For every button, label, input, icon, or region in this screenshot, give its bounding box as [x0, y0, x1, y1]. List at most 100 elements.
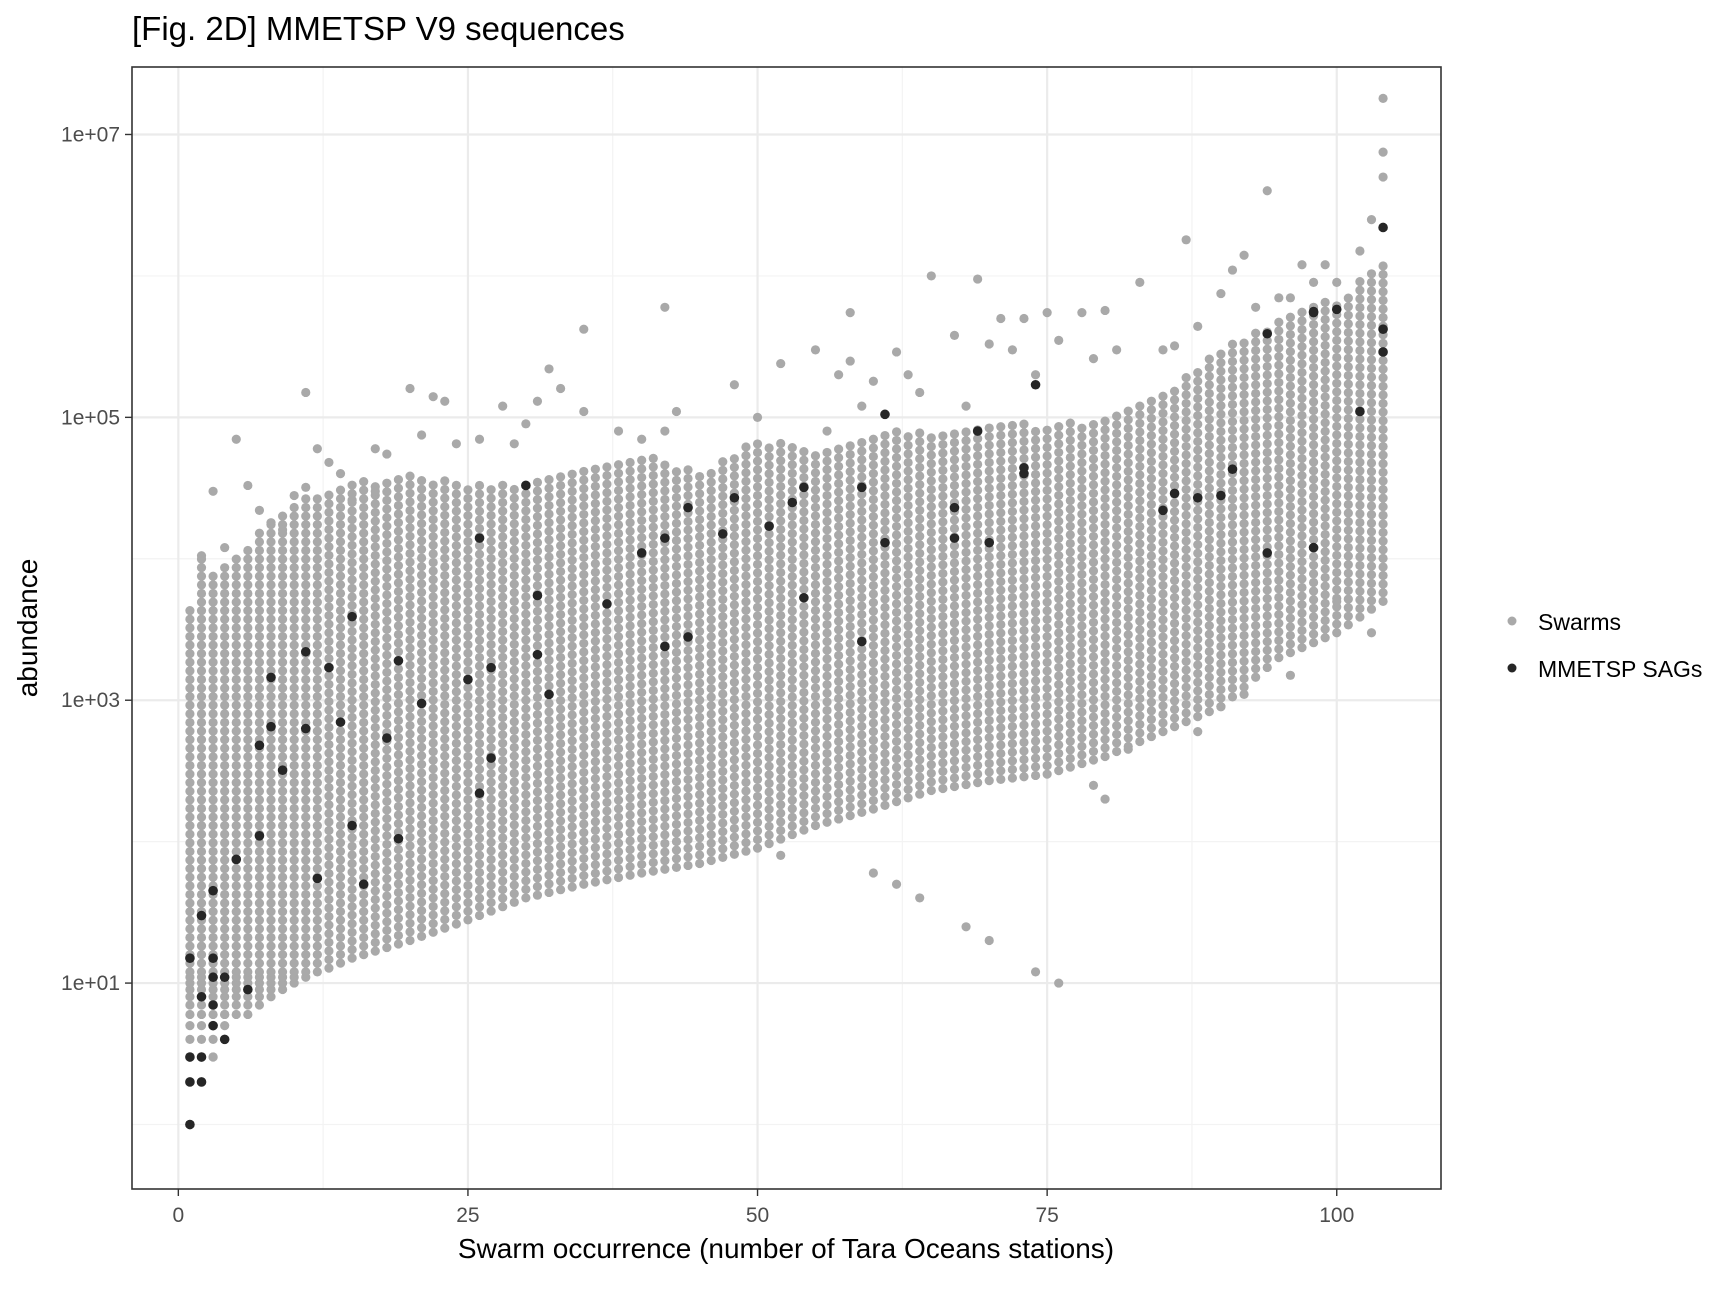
swarm-point — [1227, 640, 1238, 650]
chart-title: [Fig. 2D] MMETSP V9 sequences — [132, 10, 625, 47]
swarm-point — [567, 787, 577, 797]
swarm-point — [1204, 603, 1214, 614]
swarm-point — [1146, 611, 1156, 621]
swarm-point — [1227, 382, 1238, 392]
swarm-point — [961, 564, 971, 575]
swarm-point — [196, 967, 207, 977]
swarm-point — [544, 758, 554, 769]
swarm-point — [1216, 641, 1226, 652]
swarm-point — [1285, 544, 1296, 555]
swarm-point — [845, 759, 855, 769]
swarm-point — [1077, 604, 1087, 614]
swarm-point — [1378, 545, 1388, 555]
swarm-point — [938, 611, 948, 622]
swarm-point — [613, 640, 624, 650]
swarm-point — [938, 491, 948, 501]
swarm-point — [1227, 391, 1238, 401]
swarm-point — [556, 558, 566, 568]
swarm-point — [208, 709, 218, 719]
swarm-point — [752, 516, 763, 526]
swarm-point — [266, 941, 276, 951]
swarm-point — [312, 786, 322, 796]
swarm-point — [590, 670, 600, 681]
swarm-point — [845, 707, 855, 718]
swarm-point — [718, 637, 728, 647]
swarm-point — [405, 901, 415, 911]
swarm-point — [393, 483, 404, 493]
swarm-point — [1378, 519, 1388, 529]
swarm-point — [532, 520, 543, 530]
swarm-point — [277, 838, 288, 848]
swarm-point — [671, 475, 682, 485]
swarm-point — [382, 719, 392, 729]
swarm-point — [370, 886, 380, 896]
swarm-point — [1332, 387, 1342, 397]
swarm-point — [1366, 441, 1377, 451]
swarm-point — [845, 501, 855, 511]
swarm-point — [891, 496, 902, 506]
swarm-point — [1355, 560, 1365, 571]
swarm-point — [1355, 586, 1365, 596]
swarm-point — [1320, 357, 1330, 368]
swarm-point — [417, 785, 427, 795]
swarm-point — [532, 615, 543, 625]
swarm-point — [1285, 562, 1296, 572]
swarm-point — [277, 674, 288, 685]
swarm-point — [613, 829, 624, 840]
swarm-point — [973, 459, 983, 470]
swarm-point — [312, 580, 322, 590]
swarm-point — [347, 523, 357, 533]
swarm-point — [1030, 452, 1041, 462]
swarm-point — [787, 520, 797, 530]
swarm-point — [926, 717, 936, 727]
swarm-point — [949, 472, 960, 482]
swarm-point — [695, 497, 705, 507]
swarm-point — [764, 563, 774, 574]
swarm-point — [845, 785, 855, 795]
swarm-point — [405, 505, 415, 516]
swarm-point — [463, 485, 473, 495]
swarm-point — [277, 735, 288, 745]
swarm-point — [532, 675, 543, 685]
swarm-point — [521, 419, 531, 429]
swarm-point — [1135, 504, 1145, 514]
swarm-point — [556, 807, 566, 817]
swarm-point — [243, 889, 253, 900]
swarm-point — [1320, 340, 1330, 350]
swarm-point — [764, 804, 774, 814]
swarm-point — [799, 524, 809, 534]
swarm-point — [660, 494, 670, 505]
swarm-point — [752, 412, 763, 422]
swarm-point — [1285, 570, 1296, 580]
swarm-point — [486, 674, 496, 684]
swarm-point — [1054, 542, 1064, 552]
swarm-point — [810, 545, 821, 555]
swarm-point — [289, 967, 299, 977]
swarm-point — [556, 747, 566, 757]
swarm-point — [196, 760, 207, 771]
swarm-point — [1077, 483, 1087, 493]
swarm-point — [1355, 354, 1365, 364]
swarm-point — [393, 939, 404, 949]
swarm-point — [1158, 400, 1168, 410]
swarm-point — [845, 561, 855, 571]
swarm-point — [1042, 537, 1052, 547]
swarm-point — [961, 719, 971, 729]
swarm-point — [1042, 511, 1052, 521]
swarm-point — [556, 678, 566, 688]
swarm-point — [729, 669, 739, 679]
swarm-point — [335, 700, 346, 710]
swarm-point — [405, 824, 415, 834]
swarm-point — [266, 657, 276, 667]
swarm-point — [1251, 449, 1261, 459]
swarm-point — [718, 740, 728, 751]
swarm-point — [1019, 522, 1029, 532]
swarm-point — [1181, 433, 1191, 443]
swarm-point — [312, 924, 322, 934]
swarm-point — [324, 808, 334, 818]
swarm-point — [1343, 336, 1353, 346]
swarm-point — [1181, 674, 1191, 684]
swarm-point — [1169, 464, 1180, 474]
swarm-point — [1007, 446, 1017, 456]
swarm-point — [301, 889, 311, 900]
